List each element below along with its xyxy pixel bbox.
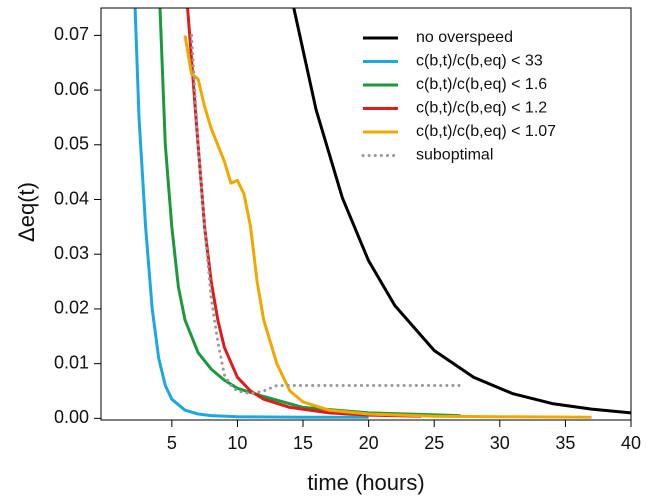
y-axis-label: Δeq(t) (14, 182, 39, 242)
x-axis-label: time (hours) (307, 470, 424, 495)
series-line (183, 35, 592, 419)
y-tick-label: 0.03 (54, 243, 89, 263)
y-tick-label: 0.04 (54, 188, 89, 208)
x-tick-label: 35 (555, 433, 575, 453)
x-tick-label: 20 (359, 433, 379, 453)
series-line (186, 8, 422, 418)
x-tick-label: 5 (167, 433, 177, 453)
y-tick-label: 0.05 (54, 134, 89, 154)
y-tick-label: 0.06 (54, 79, 89, 99)
plot-frame (100, 7, 632, 421)
y-tick-label: 0.00 (54, 407, 89, 427)
series-line (133, 8, 369, 419)
legend-label: suboptimal (416, 147, 493, 164)
legend-label: c(b,t)/c(b,eq) < 1.2 (416, 100, 547, 117)
x-tick-label: 30 (490, 433, 510, 453)
x-tick-label: 15 (293, 433, 313, 453)
y-tick-label: 0.02 (54, 298, 89, 318)
y-tick-label: 0.01 (54, 352, 89, 372)
x-tick-label: 10 (227, 433, 247, 453)
x-tick-label: 25 (424, 433, 444, 453)
legend-label: c(b,t)/c(b,eq) < 1.6 (416, 76, 547, 93)
series-line (292, 8, 631, 415)
y-tick-label: 0.07 (54, 24, 89, 44)
legend-label: c(b,t)/c(b,eq) < 1.07 (416, 123, 556, 140)
legend-label: no overspeed (416, 29, 513, 46)
legend-label: c(b,t)/c(b,eq) < 33 (416, 53, 543, 70)
series-line (158, 8, 461, 418)
x-tick-label: 40 (621, 433, 641, 453)
